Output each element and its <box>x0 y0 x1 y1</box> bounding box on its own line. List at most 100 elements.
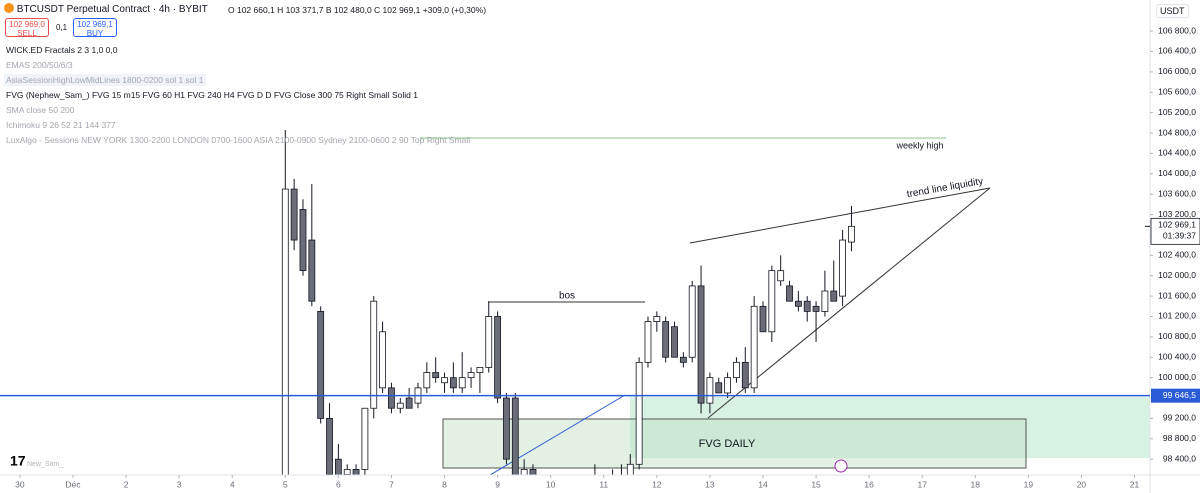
y-tick-label: 104 400,0 <box>1158 148 1196 158</box>
x-tick-label: 30 <box>15 479 25 489</box>
x-tick-label: 11 <box>599 479 608 489</box>
symbol: BTCUSDT Perpetual Contract · 4h · BYBIT <box>16 4 208 15</box>
candle-body <box>476 367 484 373</box>
annotation: bos <box>559 291 575 302</box>
candle-body <box>679 356 687 363</box>
candle-body <box>467 372 475 379</box>
event-icon <box>834 459 848 473</box>
x-tick-label: 15 <box>811 479 821 489</box>
candle-body <box>308 239 316 302</box>
x-tick-label: 10 <box>546 479 556 489</box>
candle-body <box>759 305 767 333</box>
candle-body <box>352 468 360 475</box>
y-tick-label: 103 200,0 <box>1158 209 1196 219</box>
x-tick-label: 21 <box>1130 479 1140 489</box>
trend-line-top <box>689 187 991 244</box>
y-tick-label: 106 000,0 <box>1158 66 1196 76</box>
y-tick-label: 104 800,0 <box>1158 127 1196 137</box>
candles <box>281 129 855 475</box>
y-tick-label: 106 400,0 <box>1158 46 1196 56</box>
candle-body <box>794 300 802 307</box>
candle-body <box>786 285 793 302</box>
candle-body <box>290 188 298 241</box>
x-tick-label: 19 <box>1024 479 1034 489</box>
ohlc: O 102 660,1 H 103 371,7 B 102 480,0 C 10… <box>228 5 487 15</box>
candle-body <box>635 361 643 465</box>
candle-body <box>343 468 351 475</box>
candle-body <box>715 382 723 394</box>
candle-body <box>741 361 749 389</box>
x-tick-label: 7 <box>389 479 394 489</box>
candle-body <box>777 270 785 282</box>
candle-body <box>803 300 811 312</box>
y-tick-label: 101 200,0 <box>1158 311 1196 321</box>
candle-body <box>671 326 678 358</box>
candle-body <box>441 377 448 384</box>
candle-body <box>485 316 493 368</box>
sell-price: 102 969,0 <box>9 20 45 29</box>
candle-body <box>821 290 829 312</box>
x-tick-label: 4 <box>230 479 235 489</box>
candle-body <box>370 300 378 409</box>
candle-body <box>768 270 776 333</box>
candle-body <box>317 311 325 419</box>
x-tick-label: 9 <box>495 479 500 489</box>
x-tick-label: 16 <box>864 479 874 489</box>
candle-body <box>839 239 846 297</box>
candle-body <box>724 377 731 394</box>
fvg-daily-box <box>442 418 1027 469</box>
candle-body <box>830 290 838 302</box>
x-tick-label: 18 <box>971 479 981 489</box>
countdown: 01:39:37 <box>1163 231 1196 241</box>
sell-button[interactable]: 102 969,0 SELL <box>5 18 49 38</box>
indicator[interactable]: SMA close 50 200 <box>6 105 75 115</box>
buy-label: BUY <box>86 29 104 38</box>
candle-body <box>750 305 758 389</box>
candle-body <box>361 407 369 470</box>
x-tick-label: Déc <box>65 479 81 489</box>
hline-label: 99 646,5 <box>1163 390 1196 400</box>
logo-mark: 17 <box>10 453 26 469</box>
y-tick-label: 104 000,0 <box>1158 168 1196 178</box>
buy-button[interactable]: 102 969,1 BUY <box>73 18 117 38</box>
x-tick-label: 3 <box>177 479 182 489</box>
candle-body <box>423 372 431 389</box>
candle-body <box>379 331 386 389</box>
y-tick-label: 100 000,0 <box>1158 372 1196 382</box>
indicator[interactable]: FVG (Nephew_Sam_) FVG 15 m15 FVG 60 H1 F… <box>6 90 418 100</box>
candle-body <box>653 316 661 322</box>
candle-body <box>405 397 413 409</box>
candle-body <box>733 361 740 379</box>
x-tick-label: 6 <box>336 479 341 489</box>
indicator[interactable]: LuxAlgo - Sessions NEW YORK 1300-2200 LO… <box>6 135 471 145</box>
y-tick-label: 100 400,0 <box>1158 352 1196 362</box>
x-tick-label: 13 <box>705 479 715 489</box>
candle-body <box>334 458 342 475</box>
candle-body <box>644 321 652 363</box>
candle-body <box>432 372 440 379</box>
candle-body <box>449 377 457 389</box>
quantity: 0,1 <box>56 23 68 32</box>
candle-body <box>458 377 466 389</box>
indicator[interactable]: EMAS 200/50/6/3 <box>6 60 73 70</box>
candle-body <box>706 377 714 404</box>
candle-body <box>326 418 333 475</box>
candle-body <box>494 316 501 399</box>
x-tick-label: 8 <box>442 479 447 489</box>
currency-button[interactable]: USDT <box>1156 4 1189 18</box>
logo-text: New_Sam_ <box>27 461 63 468</box>
indicator[interactable]: AsiaSessionHighLowMidLines 1800-0200 sol… <box>4 74 206 86</box>
y-tick-label: 102 400,0 <box>1158 250 1196 260</box>
buy-price: 102 969,1 <box>77 20 113 29</box>
hline-label-bg <box>1151 388 1200 403</box>
last-price-bg <box>1150 217 1200 245</box>
y-tick-label: 105 200,0 <box>1158 107 1196 117</box>
y-tick-label: 99 200,0 <box>1163 413 1196 423</box>
symbol-row: BTCUSDT Perpetual Contract · 4h · BYBIT <box>4 3 208 15</box>
x-tick-label: 14 <box>758 479 768 489</box>
x-tick-label: 5 <box>283 479 288 489</box>
y-tick-label: 100 800,0 <box>1158 331 1196 341</box>
indicator[interactable]: Ichimoku 9 26 52 21 144 377 <box>6 120 116 130</box>
x-tick-label: 12 <box>652 479 662 489</box>
indicator[interactable]: WICK.ED Fractals 2 3 1,0 0,0 <box>6 45 118 55</box>
